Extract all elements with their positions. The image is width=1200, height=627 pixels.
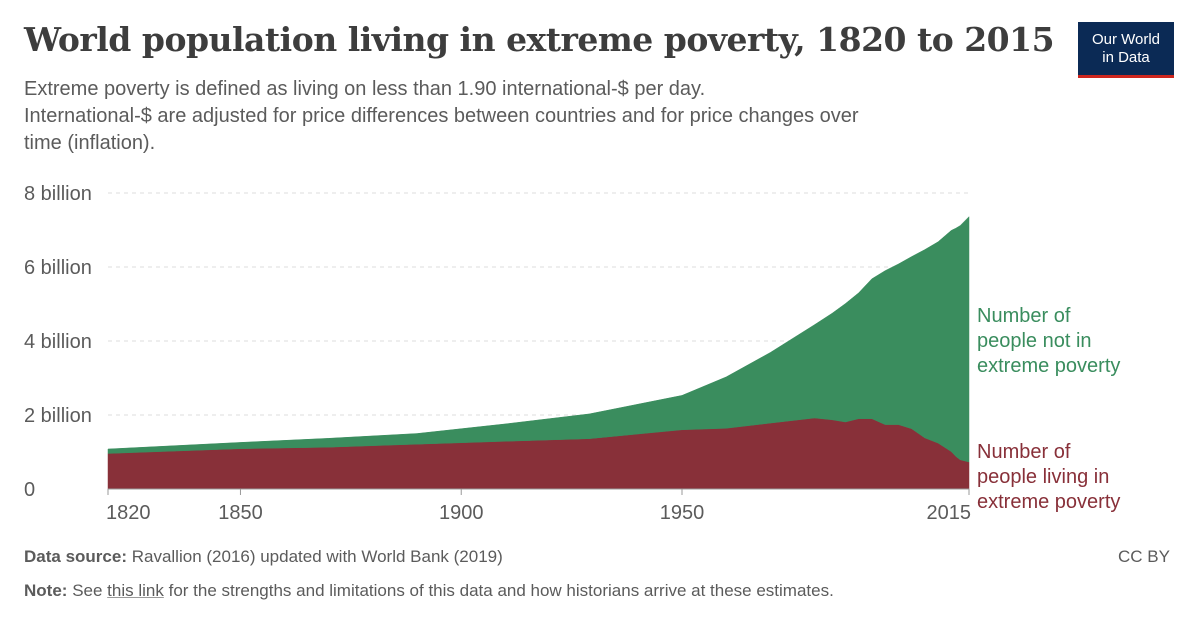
data-source-label: Data source: [24,547,127,566]
y-tick-label: 6 billion [24,257,92,279]
series-label-line: extreme poverty [977,355,1120,377]
note-link[interactable]: this link [107,581,164,600]
subtitle-line-1: Extreme poverty is defined as living on … [24,78,706,100]
x-tick-label: 2015 [927,502,972,524]
series-label-line: Number of [977,305,1071,327]
note-post: for the strengths and limitations of thi… [168,581,834,600]
series-labels: Number of people living in extreme poverty… [977,305,1120,513]
note-label: Note: [24,581,68,600]
series-label-line: extreme poverty [977,491,1120,513]
label-not-extreme-poverty: Number of people not in extreme poverty [977,305,1120,377]
note-pre: See [72,581,103,600]
x-tick-label: 1950 [660,502,705,524]
series-label-line: Number of [977,441,1071,463]
axes: 0 2 billion 4 billion 6 billion 8 billion 182… [24,183,971,524]
x-tick-label: 1900 [439,502,484,524]
owid-logo[interactable]: Our World in Data [1078,22,1174,78]
license: CC BY [1118,547,1170,566]
subtitle-line-3: time (inflation). [24,132,156,154]
data-source-text: Ravallion (2016) updated with World Bank… [131,547,503,566]
data-source: Data source: Ravallion (2016) updated wi… [24,547,503,567]
logo-line-2: in Data [1102,48,1150,66]
x-tick-label: 1850 [218,502,263,524]
y-tick-label: 0 [24,479,35,501]
note: Note: See this link for the strengths an… [24,581,834,601]
chart-subtitle: Extreme poverty is defined as living on … [24,76,1034,157]
area-not-extreme-poverty[interactable] [107,216,970,463]
series-label-line: people not in [977,330,1092,352]
x-tick-label: 1820 [106,502,151,524]
series-label-line: people living in [977,466,1109,488]
subtitle-line-2: International-$ are adjusted for price d… [24,105,859,127]
logo-line-1: Our World [1091,30,1161,48]
y-tick-label: 8 billion [24,183,92,205]
chart-title: World population living in extreme pover… [24,20,1055,59]
y-tick-label: 2 billion [24,405,92,427]
stacked-areas [107,216,970,490]
y-tick-label: 4 billion [24,331,92,353]
label-extreme-poverty: Number of people living in extreme poverty [977,441,1120,513]
